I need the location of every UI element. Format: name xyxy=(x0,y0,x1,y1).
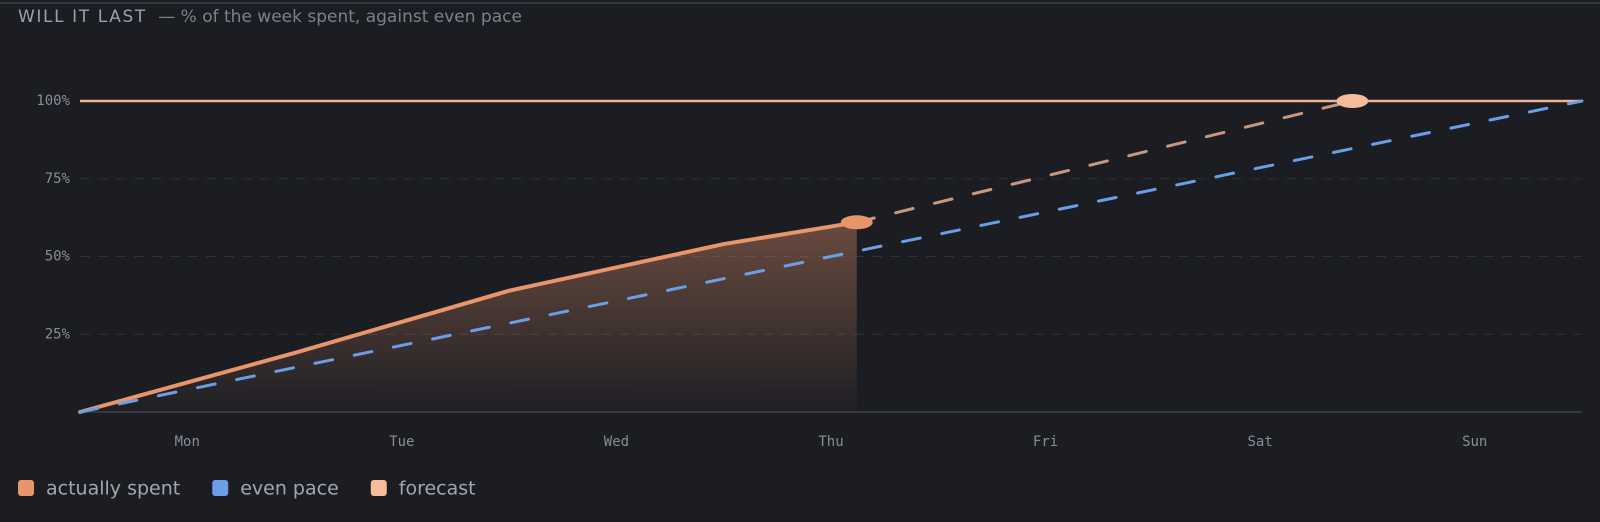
dashed-line xyxy=(855,99,1354,224)
area-fill xyxy=(80,222,857,412)
dashed-line xyxy=(78,99,1584,414)
line xyxy=(78,220,859,414)
legend-item: even pace xyxy=(212,478,339,500)
legend-item: actually spent xyxy=(18,478,180,500)
chart-heading: WILL IT LAST — % of the week spent, agai… xyxy=(18,7,522,27)
y-tick-label: 50% xyxy=(45,249,71,265)
x-tick-label: Tue xyxy=(389,434,414,450)
x-tick-label: Sun xyxy=(1462,434,1487,450)
legend-label: forecast xyxy=(399,478,476,500)
legend-swatch xyxy=(18,480,34,496)
x-tick-label: Mon xyxy=(175,434,200,450)
legend-swatch xyxy=(212,480,229,496)
legend-swatch xyxy=(370,480,387,496)
chart-subtitle: — % of the week spent, against even pace xyxy=(158,7,522,27)
y-tick-label: 25% xyxy=(45,326,71,342)
x-tick-label: Thu xyxy=(818,434,843,450)
x-tick-label: Fri xyxy=(1033,434,1058,450)
point-marker xyxy=(840,215,873,230)
chart-title: WILL IT LAST xyxy=(18,7,147,27)
legend-label: actually spent xyxy=(46,478,180,500)
x-tick-label: Sat xyxy=(1247,434,1272,450)
y-tick-label: 75% xyxy=(45,171,71,187)
point-marker xyxy=(1336,94,1369,108)
legend-item: forecast xyxy=(370,478,476,500)
y-tick-label: 100% xyxy=(36,93,70,109)
legend-label: even pace xyxy=(240,478,339,500)
x-tick-label: Wed xyxy=(604,434,629,450)
